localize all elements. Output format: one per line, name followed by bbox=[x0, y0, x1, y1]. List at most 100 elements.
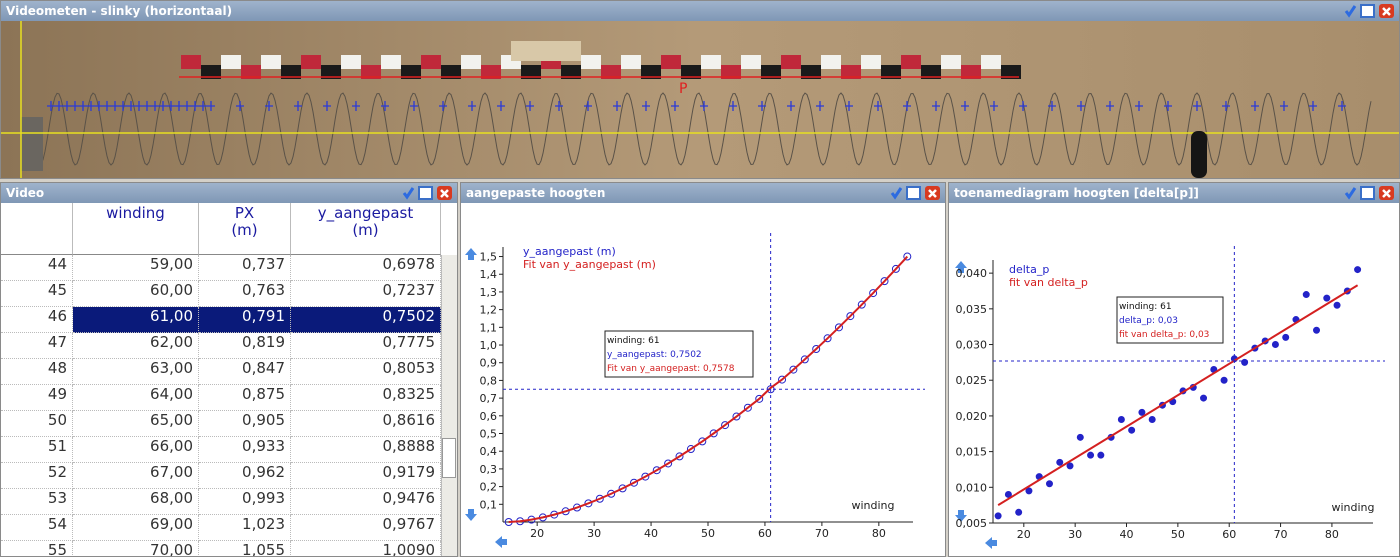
x-tick-label: 80 bbox=[872, 527, 886, 540]
x-tick-label: 70 bbox=[815, 527, 829, 540]
row-index: 51 bbox=[1, 437, 73, 463]
y-tick-label: 0,8 bbox=[480, 374, 498, 387]
y-tick-label: 0,020 bbox=[956, 410, 988, 423]
chart-panel: toenamediagram hoogten [delta[p]] 0,0050… bbox=[948, 182, 1400, 557]
data-point bbox=[1016, 509, 1022, 515]
ruler-block bbox=[301, 55, 321, 69]
table-cell: 0,847 bbox=[199, 359, 291, 385]
ruler-block bbox=[861, 55, 881, 69]
table-cell: 0,7775 bbox=[291, 333, 441, 359]
data-point bbox=[1272, 342, 1278, 348]
data-point bbox=[1088, 452, 1094, 458]
header-cell bbox=[1, 203, 73, 255]
column-header: winding bbox=[73, 203, 199, 255]
table-cell: 0,819 bbox=[199, 333, 291, 359]
table-cell: 0,8888 bbox=[291, 437, 441, 463]
data-point bbox=[995, 513, 1001, 519]
row-index: 48 bbox=[1, 359, 73, 385]
x-tick-label: 20 bbox=[1017, 528, 1031, 541]
data-point bbox=[1118, 416, 1124, 422]
ruler-block bbox=[261, 55, 281, 69]
table-cell: 61,00 bbox=[73, 307, 199, 333]
tooltip-line: delta_p: 0,03 bbox=[1119, 316, 1178, 326]
ruler-block bbox=[901, 55, 921, 69]
check-button[interactable] bbox=[892, 188, 901, 197]
data-point bbox=[1355, 267, 1361, 273]
scroll-arrow[interactable] bbox=[985, 537, 997, 549]
tooltip-line: fit van delta_p: 0,03 bbox=[1119, 330, 1209, 340]
table-cell: 0,875 bbox=[199, 385, 291, 411]
table-cell: 0,8325 bbox=[291, 385, 441, 411]
panel-title: Videometen - slinky (horizontaal) bbox=[6, 4, 232, 18]
button-icons[interactable] bbox=[1342, 3, 1396, 19]
data-point bbox=[1221, 377, 1227, 383]
table-cell: 67,00 bbox=[73, 463, 199, 489]
table-cell: 1,055 bbox=[199, 541, 291, 557]
scroll-arrow[interactable] bbox=[495, 536, 507, 548]
slinky-end bbox=[21, 117, 43, 171]
restore-button[interactable] bbox=[1361, 187, 1374, 199]
table-cell: 0,9179 bbox=[291, 463, 441, 489]
ruler-block bbox=[381, 55, 401, 69]
column-header: PX (m) bbox=[199, 203, 291, 255]
button-icons[interactable] bbox=[1342, 185, 1396, 201]
data-point bbox=[1334, 302, 1340, 308]
table-cell: 69,00 bbox=[73, 515, 199, 541]
ruler-block bbox=[701, 55, 721, 69]
y-tick-label: 0,3 bbox=[480, 463, 498, 476]
table-cell: 62,00 bbox=[73, 333, 199, 359]
data-point bbox=[1242, 359, 1248, 365]
ruler-block bbox=[941, 55, 961, 69]
table-cell: 0,8616 bbox=[291, 411, 441, 437]
row-index: 54 bbox=[1, 515, 73, 541]
x-tick-label: 30 bbox=[587, 527, 601, 540]
button-icons[interactable] bbox=[888, 185, 942, 201]
table-cell: 0,7502 bbox=[291, 307, 441, 333]
scroll-arrow[interactable] bbox=[465, 248, 477, 260]
point-label: P bbox=[679, 81, 687, 97]
table-panel: Video windingPX (m)y_aangepast (m)4459,0… bbox=[0, 182, 458, 557]
y-tick-label: 0,005 bbox=[956, 517, 988, 530]
tooltip-line: y_aangepast: 0,7502 bbox=[607, 350, 702, 360]
table-cell: 0,737 bbox=[199, 255, 291, 281]
panel-title: Video bbox=[6, 186, 44, 200]
y-tick-label: 0,4 bbox=[480, 445, 498, 458]
stand bbox=[1191, 131, 1207, 178]
data-point bbox=[1057, 459, 1063, 465]
y-tick-label: 1,0 bbox=[480, 339, 498, 352]
ruler-block bbox=[581, 55, 601, 69]
x-tick-label: 40 bbox=[1120, 528, 1134, 541]
check-button[interactable] bbox=[1346, 6, 1355, 15]
data-point bbox=[1303, 292, 1309, 298]
restore-button[interactable] bbox=[907, 187, 920, 199]
table-cell: 0,7237 bbox=[291, 281, 441, 307]
legend-entry: y_aangepast (m) bbox=[523, 245, 616, 258]
ruler-block bbox=[781, 55, 801, 69]
check-button[interactable] bbox=[404, 188, 413, 197]
data-point bbox=[1201, 395, 1207, 401]
tooltip-line: winding: 61 bbox=[1119, 302, 1172, 312]
x-tick-label: 60 bbox=[1222, 528, 1236, 541]
button-icons[interactable] bbox=[400, 185, 454, 201]
y-tick-label: 1,3 bbox=[480, 286, 498, 299]
ruler-block bbox=[511, 41, 581, 61]
check-button[interactable] bbox=[1346, 188, 1355, 197]
data-point bbox=[1077, 434, 1083, 440]
y-tick-label: 0,1 bbox=[480, 498, 498, 511]
table-cell: 66,00 bbox=[73, 437, 199, 463]
row-index: 52 bbox=[1, 463, 73, 489]
table-cell: 0,9767 bbox=[291, 515, 441, 541]
chart-panel: aangepaste hoogten 0,10,20,30,40,50,60,7… bbox=[460, 182, 946, 557]
row-index: 47 bbox=[1, 333, 73, 359]
table-cell: 1,0090 bbox=[291, 541, 441, 557]
table-cell: 0,6978 bbox=[291, 255, 441, 281]
ruler-block bbox=[181, 55, 201, 69]
scroll-thumb bbox=[442, 438, 456, 478]
ruler-block bbox=[461, 55, 481, 69]
data-point bbox=[1026, 488, 1032, 494]
scroll-arrow[interactable] bbox=[465, 509, 477, 521]
table-cell: 70,00 bbox=[73, 541, 199, 557]
restore-button[interactable] bbox=[419, 187, 432, 199]
restore-button[interactable] bbox=[1361, 5, 1374, 17]
row-index: 45 bbox=[1, 281, 73, 307]
